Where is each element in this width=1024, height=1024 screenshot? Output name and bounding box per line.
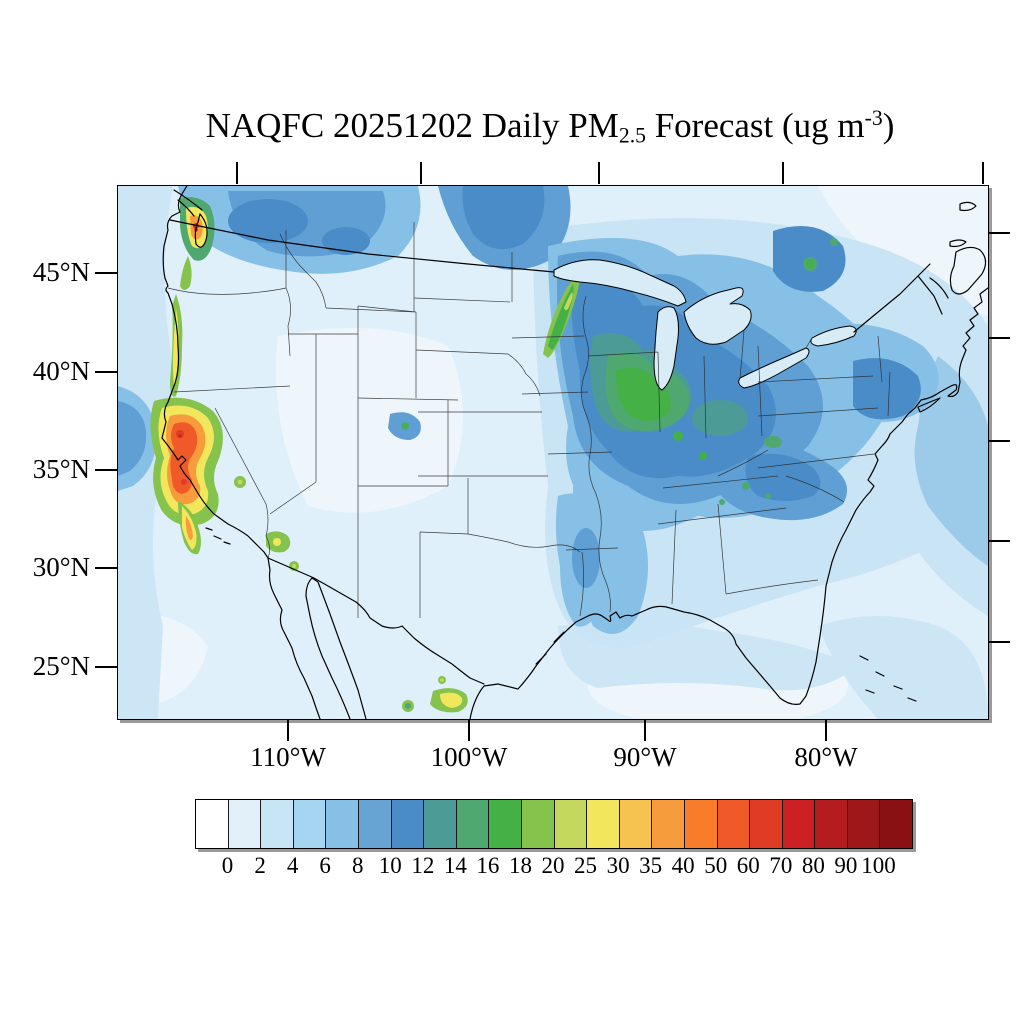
lat-tick-right (988, 337, 1010, 339)
colorbar-tick-label: 35 (639, 853, 663, 878)
colorbar-tick-label: 70 (769, 853, 793, 878)
colorbar-tick-label: 60 (736, 853, 760, 878)
title-superscript: -3 (864, 106, 883, 131)
colorbar-cell (815, 800, 848, 848)
lat-label: 40°N (32, 356, 90, 386)
colorbar-cell (880, 800, 913, 848)
map-frame (117, 185, 989, 720)
colorbar-cell (228, 800, 262, 848)
colorbar-cell (521, 800, 555, 848)
lat-label: 35°N (32, 454, 90, 484)
lon-tick-top (236, 162, 238, 184)
colorbar-tick-label: 8 (351, 853, 364, 878)
colorbar-tick-label: 40 (671, 853, 695, 878)
lon-label: 100°W (430, 742, 508, 772)
contour-fill-layer (118, 186, 988, 719)
great-lakes (553, 259, 857, 391)
lat-tick (95, 469, 117, 471)
lat-tick-right (988, 540, 1010, 542)
colorbar-cell (358, 800, 392, 848)
colorbar-cell (554, 800, 588, 848)
lon-tick-top (982, 162, 984, 184)
colorbar-tick-label: 30 (606, 853, 630, 878)
colorbar-tick-label: 18 (508, 853, 532, 878)
lon-label: 80°W (794, 742, 858, 772)
lon-label: 110°W (250, 742, 326, 772)
colorbar (195, 799, 913, 849)
lat-tick-right (988, 641, 1010, 643)
lat-tick (95, 666, 117, 668)
colorbar-tick-label: 25 (574, 853, 598, 878)
lon-tick (287, 719, 289, 741)
colorbar-cell (684, 800, 718, 848)
colorbar-cell (847, 800, 881, 848)
lat-label: 30°N (32, 552, 90, 582)
lon-tick-top (420, 162, 422, 184)
colorbar-cell (456, 800, 490, 848)
title-suffix: ) (882, 106, 895, 145)
lat-tick (95, 567, 117, 569)
colorbar-tick-label: 0 (221, 853, 234, 878)
colorbar-cell (261, 800, 294, 848)
colorbar-cell (293, 800, 327, 848)
title-subscript: 2.5 (618, 123, 646, 148)
colorbar-labels: 0 2 4 6 8 10 12 14 16 18 20 25 30 35 40 50 60 70 80 90 100 (195, 853, 911, 881)
lat-label: 45°N (32, 257, 90, 287)
state-borders (167, 222, 891, 618)
colorbar-tick-label: 6 (319, 853, 331, 878)
colorbar-cell (196, 800, 229, 848)
lat-tick-right (988, 440, 1010, 442)
lat-tick-right (988, 232, 1010, 234)
lat-tick (95, 371, 117, 373)
colorbar-cell (652, 800, 685, 848)
colorbar-tick-label: 80 (801, 853, 825, 878)
lon-tick (644, 719, 646, 741)
lat-label: 25°N (32, 651, 90, 681)
colorbar-cell (782, 800, 816, 848)
lon-tick-top (598, 162, 600, 184)
lon-tick (468, 719, 470, 741)
title-middle: Forecast (ug m (645, 106, 865, 145)
colorbar-cell (391, 800, 425, 848)
pm25-map (118, 186, 988, 719)
lat-tick (95, 272, 117, 274)
colorbar-tick-label: 20 (541, 853, 565, 878)
colorbar-tick-label: 4 (286, 853, 299, 878)
colorbar-tick-label: 100 (861, 853, 896, 878)
colorbar-cell (619, 800, 653, 848)
colorbar-tick-label: 14 (443, 853, 467, 878)
colorbar-tick-label: 16 (476, 853, 500, 878)
colorbar-cell (489, 800, 522, 848)
coastlines (161, 186, 988, 719)
colorbar-cell (424, 800, 457, 848)
colorbar-tick-label: 2 (254, 853, 266, 878)
colorbar-tick-label: 50 (704, 853, 728, 878)
colorbar-cell (326, 800, 359, 848)
lon-tick-top (782, 162, 784, 184)
plot-title: NAQFC 20251202 Daily PM2.5 Forecast (ug … (78, 106, 1022, 148)
colorbar-cell (750, 800, 783, 848)
colorbar-cell (717, 800, 751, 848)
lon-label: 90°W (613, 742, 677, 772)
title-prefix: NAQFC 20251202 Daily PM (205, 106, 619, 145)
colorbar-cell (587, 800, 620, 848)
colorbar-tick-label: 90 (834, 853, 858, 878)
colorbar-tick-label: 12 (411, 853, 435, 878)
colorbar-tick-label: 10 (378, 853, 402, 878)
lon-tick (825, 719, 827, 741)
